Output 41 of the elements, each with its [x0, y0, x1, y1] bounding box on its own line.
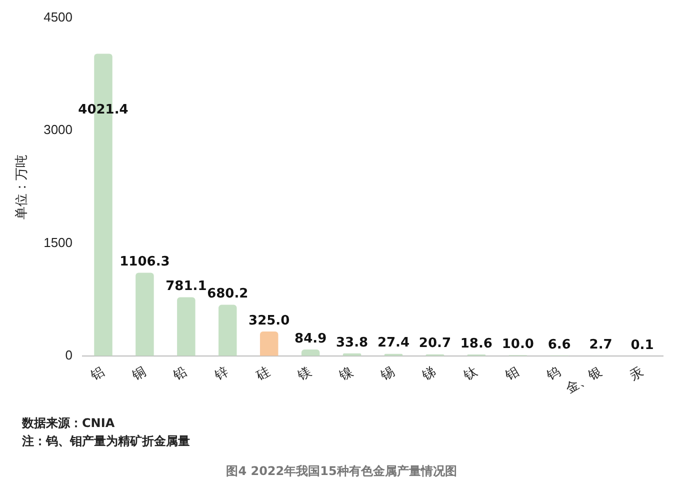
data-label: 1106.3	[120, 254, 170, 270]
x-tick-label: 钼	[502, 363, 522, 384]
data-label: 6.6	[548, 337, 571, 352]
bar	[177, 297, 196, 356]
x-tick-label: 铅	[170, 363, 190, 384]
data-label: 27.4	[377, 336, 410, 351]
text: 图4 2022年我国15种有色金属产量情况图	[225, 463, 458, 480]
bar	[260, 332, 278, 356]
x-tick-label: 铜	[128, 363, 148, 384]
data-label: 10.0	[502, 337, 534, 352]
data-label: 84.9	[294, 331, 327, 346]
y-tick-label: 3000	[44, 122, 73, 138]
data-label: 20.7	[418, 336, 451, 352]
x-tick-label: 铝	[86, 363, 107, 384]
bar	[136, 272, 154, 356]
x-tick-label: 镁	[294, 363, 314, 384]
data-label: 0.1	[630, 338, 654, 353]
bar	[301, 350, 320, 356]
text: 注：钨、钼产量为精矿折金属量	[22, 433, 190, 450]
y-tick-label: 4500	[44, 9, 73, 24]
x-tick-label: 汞	[626, 363, 646, 383]
x-tick-label: 钨	[543, 363, 563, 384]
data-label: 325.0	[248, 313, 290, 328]
data-label: 680.2	[207, 286, 248, 302]
data-label: 18.6	[460, 336, 492, 352]
y-tick-label: 1500	[44, 234, 73, 250]
y-tick-label: 0	[65, 348, 73, 362]
x-tick-label: 硅	[252, 363, 272, 384]
bar	[218, 304, 237, 356]
x-tick-label: 锡	[377, 363, 397, 384]
y-axis-title: 单位：万吨	[13, 154, 28, 220]
x-tick-label: 镍	[336, 363, 356, 384]
data-label: 33.8	[336, 335, 368, 350]
data-label: 4021.4	[78, 102, 128, 118]
x-tick-label: 金、银	[562, 363, 604, 396]
source-note: 数据来源：CNIA	[22, 415, 116, 432]
data-label: 2.7	[589, 338, 612, 353]
x-tick-label: 钛	[460, 363, 480, 384]
data-label: 781.1	[166, 279, 207, 294]
x-tick-label: 锑	[418, 363, 438, 384]
x-tick-label: 锌	[211, 363, 231, 384]
